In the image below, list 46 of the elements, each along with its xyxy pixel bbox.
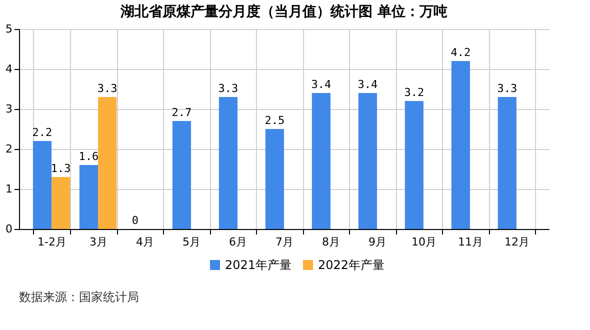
source-note: 数据来源：国家统计局 — [19, 290, 139, 304]
y-tick-label: 5 — [6, 22, 12, 36]
x-tick-label: 1-2月 — [38, 236, 67, 248]
legend-label: 2022年产量 — [318, 258, 385, 272]
data-label: 3.3 — [97, 82, 118, 95]
data-label: 3.3 — [497, 82, 518, 95]
bar — [172, 121, 192, 229]
x-tick-label: 12月 — [504, 236, 530, 248]
x-tick-label: 7月 — [276, 236, 294, 248]
x-tick-label: 3月 — [90, 236, 108, 248]
data-label: 4.2 — [450, 46, 471, 59]
bar — [265, 129, 284, 229]
data-label: 3.4 — [311, 78, 332, 91]
bar — [312, 93, 330, 229]
x-tick-label: 5月 — [182, 236, 201, 248]
bar — [358, 93, 377, 229]
data-label: 0 — [132, 214, 139, 227]
bar — [52, 177, 70, 229]
data-label: 2.2 — [32, 126, 52, 139]
x-tick-label: 4月 — [136, 236, 154, 248]
data-label: 3.2 — [404, 86, 424, 99]
y-tick-label: 1 — [6, 182, 12, 196]
x-tick-label: 8月 — [322, 236, 340, 248]
y-tick-label: 2 — [6, 142, 12, 156]
x-tick-label: 10月 — [411, 236, 436, 248]
chart-title: 湖北省原煤产量分月度（当月值）统计图 单位：万吨 — [120, 3, 448, 20]
data-label: 1.6 — [78, 150, 99, 163]
bar — [98, 97, 117, 229]
legend-label: 2021年产量 — [225, 258, 292, 272]
data-label: 2.7 — [172, 106, 192, 119]
bar — [451, 61, 470, 229]
bar — [498, 97, 516, 229]
bar — [404, 101, 424, 229]
y-tick-label: 0 — [6, 222, 12, 236]
data-label: 2.5 — [264, 114, 285, 127]
data-label: 1.3 — [50, 162, 71, 175]
data-label: 3.4 — [358, 78, 378, 91]
x-tick-label: 6月 — [229, 236, 248, 248]
bar — [32, 141, 52, 229]
y-tick-label: 4 — [6, 62, 12, 76]
data-label: 3.3 — [218, 82, 238, 95]
y-tick-label: 3 — [6, 102, 12, 116]
bar — [79, 165, 98, 229]
x-tick-label: 11月 — [458, 236, 483, 248]
bar — [218, 97, 238, 229]
x-tick-label: 9月 — [368, 236, 386, 248]
